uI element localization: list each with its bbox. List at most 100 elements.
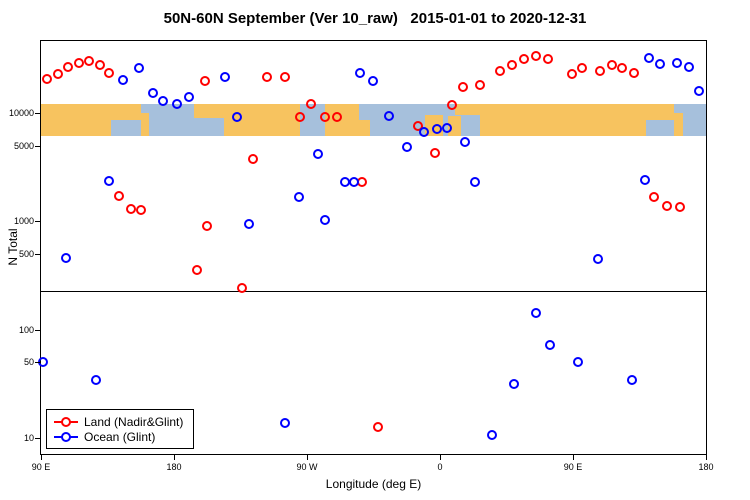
data-point-land [566, 69, 577, 80]
data-point-ocean [441, 122, 452, 133]
legend-circle-icon [61, 431, 71, 442]
data-point-ocean [544, 339, 555, 350]
map-strip-land-segment [454, 103, 480, 115]
legend-item-label: Land (Nadir&Glint) [84, 414, 184, 429]
data-point-land [192, 265, 203, 276]
data-point-ocean [431, 123, 442, 134]
data-point-ocean [655, 59, 666, 70]
data-point-land [661, 201, 672, 212]
data-point-ocean [592, 253, 603, 264]
x-tick [174, 455, 175, 460]
x-tick-label: 0 [437, 462, 443, 472]
data-point-ocean [158, 95, 169, 106]
data-point-ocean [383, 111, 394, 122]
y-axis-label: N Total [6, 228, 20, 266]
y-tick [35, 221, 40, 223]
legend-item: Land (Nadir&Glint) [54, 414, 183, 429]
data-point-ocean [684, 62, 695, 73]
data-point-land [429, 147, 440, 158]
map-strip-land-segment [193, 103, 224, 119]
data-point-ocean [627, 375, 638, 386]
legend-item: Ocean (Glint) [54, 429, 183, 444]
chart-title: 50N-60N September (Ver 10_raw) 2015-01-0… [163, 10, 587, 27]
y-tick-label: 5000 [13, 140, 34, 151]
x-tick [573, 455, 574, 460]
reference-line [41, 290, 706, 292]
y-tick-label: 500 [18, 248, 34, 259]
y-tick [35, 112, 40, 114]
data-point-ocean [280, 418, 291, 429]
data-point-land [262, 72, 273, 83]
data-point-land [606, 60, 617, 71]
map-strip-land-segment [41, 103, 111, 136]
data-point-ocean [339, 176, 350, 187]
data-point-ocean [294, 192, 305, 203]
data-point-land [62, 62, 73, 73]
data-point-land [295, 112, 306, 123]
data-point-ocean [672, 58, 683, 69]
map-strip-land-segment [447, 116, 462, 136]
data-point-land [319, 112, 330, 123]
y-tick [35, 329, 40, 331]
y-tick-label: 1000 [13, 216, 34, 227]
data-point-land [628, 68, 639, 79]
data-point-ocean [319, 215, 330, 226]
x-tick [307, 455, 308, 460]
data-point-land [446, 100, 457, 111]
map-strip-land-segment [110, 103, 141, 120]
data-point-land [373, 421, 384, 432]
data-point-land [305, 98, 316, 109]
data-point-ocean [419, 126, 430, 137]
data-point-land [617, 63, 628, 74]
y-tick [35, 438, 40, 440]
data-point-ocean [117, 75, 128, 86]
data-point-ocean [90, 375, 101, 386]
map-strip [41, 103, 706, 136]
map-strip-land-segment [358, 119, 371, 136]
x-tick-label: 90 E [31, 462, 51, 472]
map-strip-land-segment [324, 103, 359, 136]
data-point-land [248, 154, 259, 165]
x-tick-label: 90 W [296, 462, 318, 472]
data-point-land [136, 204, 147, 215]
data-point-ocean [644, 53, 655, 64]
data-point-land [594, 66, 605, 77]
x-tick-label: 180 [698, 462, 714, 472]
data-point-land [52, 69, 63, 80]
legend-marker-icon [54, 431, 78, 443]
data-point-land [457, 81, 468, 92]
data-point-land [94, 60, 105, 71]
data-point-ocean [219, 72, 230, 83]
data-point-land [494, 66, 505, 77]
y-tick [35, 145, 40, 147]
data-point-ocean [401, 142, 412, 153]
x-tick [440, 455, 441, 460]
data-point-land [202, 221, 213, 232]
data-point-ocean [355, 68, 366, 79]
map-strip-land-segment [140, 113, 150, 136]
y-tick-label: 50 [23, 357, 34, 368]
data-point-land [331, 112, 342, 123]
y-tick-label: 100 [18, 324, 34, 335]
map-strip-land-segment [646, 103, 675, 120]
data-point-land [675, 202, 686, 213]
map-strip-land-segment [479, 103, 647, 136]
data-point-ocean [694, 85, 705, 96]
data-point-ocean [367, 76, 378, 87]
map-strip-land-segment [674, 113, 684, 136]
data-point-land [83, 56, 94, 67]
x-tick [41, 455, 42, 460]
data-point-ocean [103, 175, 114, 186]
data-point-land [200, 76, 211, 87]
data-point-ocean [469, 176, 480, 187]
legend: Land (Nadir&Glint) Ocean (Glint) [46, 409, 195, 449]
legend-item-label: Ocean (Glint) [84, 429, 156, 444]
y-tick [35, 253, 40, 255]
data-point-ocean [572, 356, 583, 367]
y-tick-label: 10000 [8, 107, 34, 118]
data-point-land [73, 57, 84, 68]
data-point-ocean [147, 87, 158, 98]
data-point-ocean [531, 308, 542, 319]
x-tick-label: 180 [166, 462, 182, 472]
